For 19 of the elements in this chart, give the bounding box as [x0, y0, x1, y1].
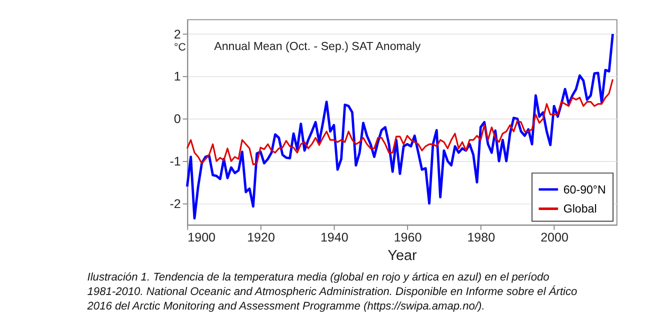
y-tick-label: 0	[174, 112, 181, 126]
x-tick-label: 1960	[394, 230, 422, 245]
legend-label: 60-90°N	[563, 184, 606, 196]
y-axis-title: °C	[174, 42, 186, 54]
x-tick-label: 1980	[467, 230, 496, 245]
x-tick-label: 1920	[247, 230, 275, 245]
y-tick-label: 2	[174, 27, 181, 42]
y-tick-label: -1	[170, 154, 181, 168]
y-tick-label: 1	[174, 70, 181, 84]
x-tick-label: 1900	[188, 230, 216, 245]
text: Ilustración 1. Tendencia de la temperatura media (global en rojo y ártica en azul) en el período 1981-2010. National Oceanic and Atmospheric Administration. Disponible en Informe sobre el Ártico 2016 del Arctic Monitoring and Assessment Programme (https://swipa.amap.no/).	[86, 272, 578, 313]
x-axis-title: Year	[388, 248, 418, 264]
line-series	[186, 78, 614, 166]
y-tick-label: -2	[170, 196, 181, 211]
x-tick-label: 1940	[320, 230, 348, 245]
legend-label: Global	[563, 204, 597, 216]
text: Annual Mean (Oct. - Sep.) SAT Anomaly	[214, 41, 421, 54]
x-tick-label: 2000	[540, 230, 568, 245]
line-series	[186, 32, 614, 220]
